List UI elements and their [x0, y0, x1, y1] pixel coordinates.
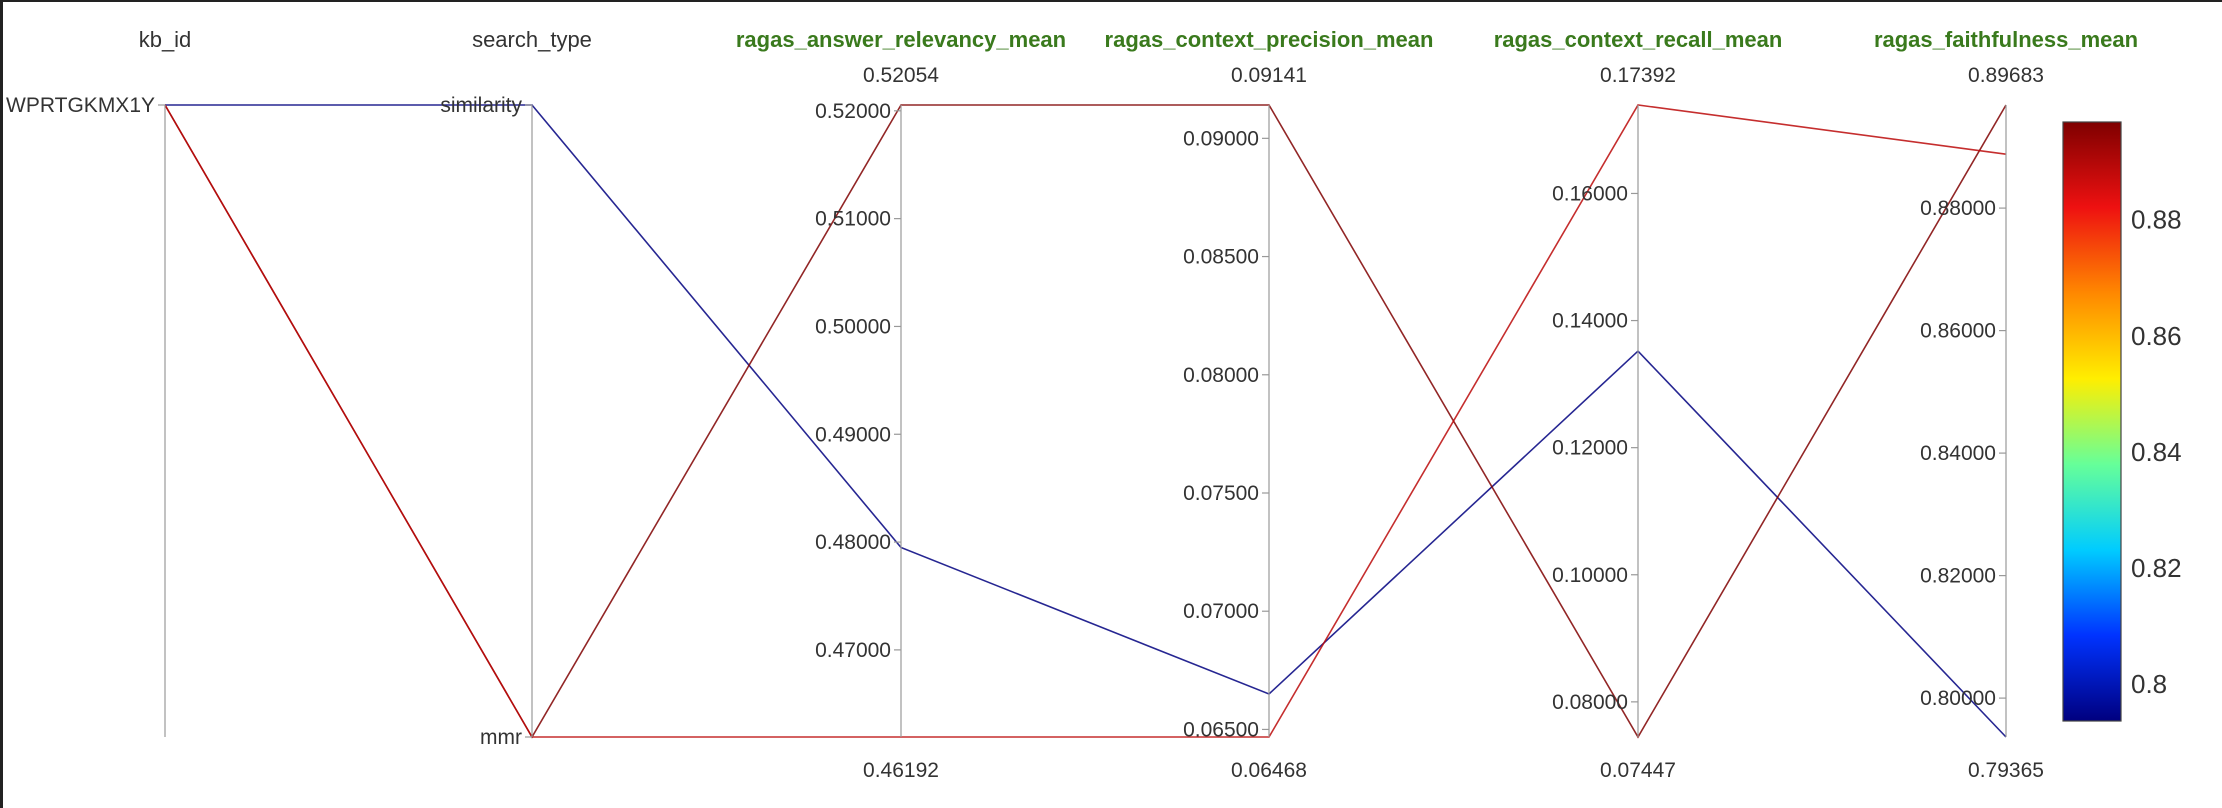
axis-tick-label: 0.80000: [1920, 687, 1996, 710]
axis-tick-label: 0.07500: [1183, 482, 1259, 505]
colorbar-tick-label: 0.8: [2131, 669, 2167, 699]
colorbar-gradient: [2062, 121, 2122, 722]
axis-ragas-context-recall-mean[interactable]: ragas_context_recall_mean 0.17392 0.07447 0…: [1494, 27, 1783, 782]
axis-tick-label: 0.48000: [815, 531, 891, 554]
axis-ragas-answer-relevancy-mean[interactable]: ragas_answer_relevancy_mean 0.52054 0.4619…: [736, 27, 1066, 782]
axis-tick-label: 0.82000: [1920, 565, 1996, 588]
axis-tick-label: 0.47000: [815, 639, 891, 662]
axis-range-min-label: 0.79365: [1968, 759, 2044, 782]
axis-ragas-context-precision-mean[interactable]: ragas_context_precision_mean 0.09141 0.064…: [1105, 27, 1434, 782]
axis-tick-label: 0.12000: [1552, 437, 1628, 460]
axis-range-max-label: 0.52054: [863, 64, 939, 87]
axis-tick-label: 0.07000: [1183, 600, 1259, 623]
axis-tick-label: 0.08000: [1183, 364, 1259, 387]
data-line-1[interactable]: [165, 104, 2007, 738]
axis-tick-label: similarity: [440, 94, 522, 117]
axis-tick-label: mmr: [480, 726, 522, 749]
axis-range-max-label: 0.09141: [1231, 64, 1307, 87]
colorbar-tick-label: 0.88: [2131, 205, 2182, 235]
axis-tick-label: 0.88000: [1920, 197, 1996, 220]
colorbar-tick-label: 0.86: [2131, 321, 2182, 351]
axis-title[interactable]: ragas_context_precision_mean: [1105, 27, 1434, 52]
axis-range-max-label: 0.89683: [1968, 64, 2044, 87]
axis-tick-label: 0.10000: [1552, 564, 1628, 587]
colorbar: 0.8 0.82 0.84 0.86 0.88: [2062, 121, 2182, 722]
frame-left-edge: [0, 0, 3, 808]
axis-tick-label: 0.51000: [815, 208, 891, 231]
polylines-layer: [164, 104, 2007, 739]
axis-title[interactable]: ragas_faithfulness_mean: [1874, 27, 2138, 52]
axis-tick-label: 0.14000: [1552, 310, 1628, 333]
axis-range-min-label: 0.07447: [1600, 759, 1676, 782]
axis-ragas-faithfulness-mean[interactable]: ragas_faithfulness_mean 0.89683 0.79365 0.8…: [1874, 27, 2138, 782]
axis-title[interactable]: search_type: [472, 27, 592, 52]
axis-tick-label: 0.86000: [1920, 320, 1996, 343]
axis-range-min-label: 0.06468: [1231, 759, 1307, 782]
axis-title[interactable]: ragas_answer_relevancy_mean: [736, 27, 1066, 52]
colorbar-tick-label: 0.84: [2131, 437, 2182, 467]
axis-tick-label: 0.50000: [815, 315, 891, 338]
axis-title[interactable]: ragas_context_recall_mean: [1494, 27, 1783, 52]
axis-tick-label: 0.09000: [1183, 127, 1259, 150]
axis-title[interactable]: kb_id: [139, 27, 192, 52]
axis-tick-label: 0.08500: [1183, 246, 1259, 269]
axis-tick-label: 0.06500: [1183, 718, 1259, 741]
data-line-2[interactable]: [164, 104, 2007, 739]
colorbar-tick-label: 0.82: [2131, 553, 2182, 583]
axis-tick-label: 0.49000: [815, 423, 891, 446]
data-line-3[interactable]: [164, 104, 2007, 738]
axis-tick-label: 0.52000: [815, 100, 891, 123]
axis-tick-label: WPRTGKMX1Y: [6, 94, 155, 117]
axis-range-min-label: 0.46192: [863, 759, 939, 782]
axis-tick-label: 0.08000: [1552, 691, 1628, 714]
axis-range-max-label: 0.17392: [1600, 64, 1676, 87]
frame-top-edge: [0, 0, 2222, 2]
axis-tick-label: 0.16000: [1552, 182, 1628, 205]
axis-tick-label: 0.84000: [1920, 442, 1996, 465]
axis-kb-id[interactable]: kb_id WPRTGKMX1Y: [6, 27, 191, 737]
